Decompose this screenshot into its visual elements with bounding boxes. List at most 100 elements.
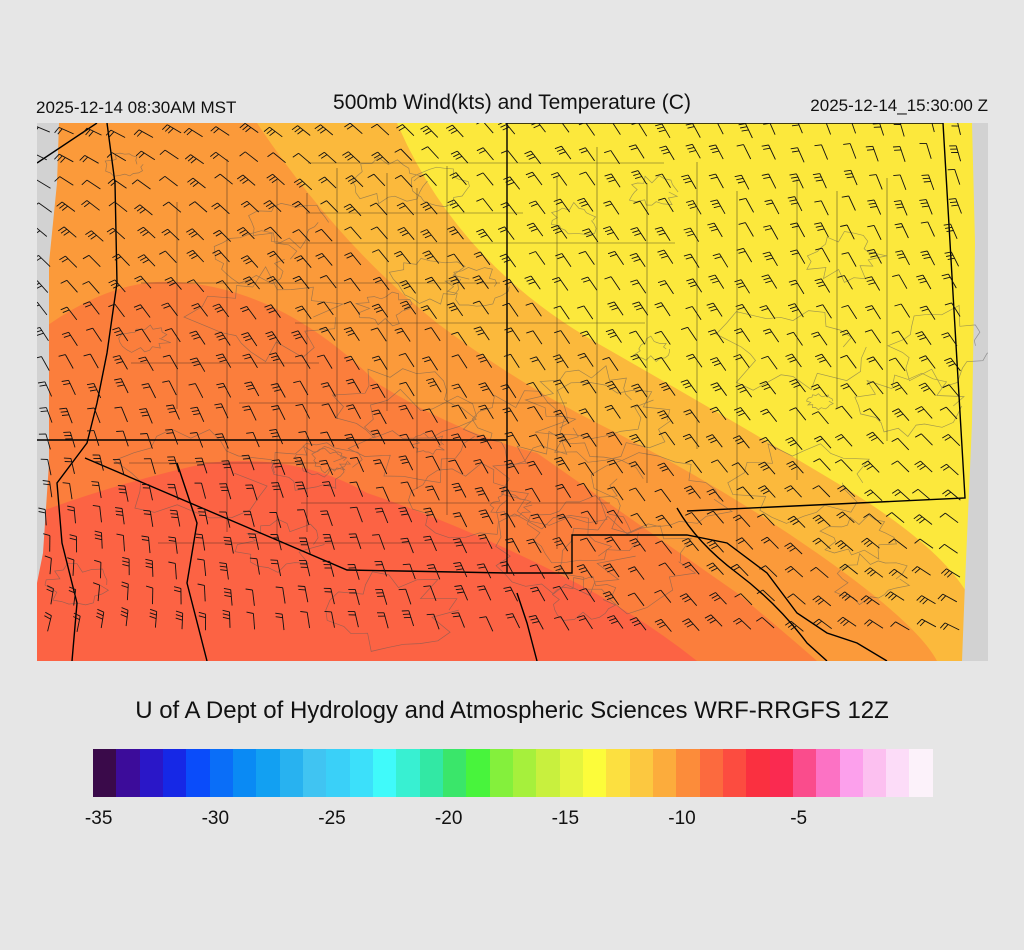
wind-barb — [343, 277, 361, 292]
colorbar-swatch — [256, 749, 280, 797]
wind-barb — [816, 304, 832, 319]
wind-barb — [500, 512, 516, 528]
wind-barb — [370, 429, 386, 445]
wind-barb — [918, 382, 936, 396]
forecast-map — [37, 123, 988, 661]
wind-barb — [243, 510, 255, 527]
wind-barb — [607, 250, 624, 265]
wind-barb — [263, 200, 282, 213]
wind-barb — [914, 433, 933, 446]
wind-barb — [112, 253, 130, 267]
wind-barb — [866, 248, 882, 264]
contour-line — [632, 335, 670, 362]
wind-barb — [37, 280, 49, 293]
wind-barb — [105, 129, 126, 138]
wind-barb — [524, 150, 542, 165]
wind-barb — [295, 305, 312, 320]
wind-barb — [812, 173, 827, 189]
wind-barb — [919, 199, 933, 215]
contour-line — [806, 393, 834, 411]
wind-barb — [79, 155, 99, 164]
wind-barb — [184, 154, 204, 165]
wind-barb — [527, 406, 544, 421]
wind-barb — [347, 564, 360, 580]
wind-barb — [215, 353, 232, 368]
contour-line — [833, 552, 911, 606]
wind-barb — [814, 144, 829, 160]
wind-barb — [451, 482, 467, 498]
contour-line — [495, 513, 636, 596]
wind-barb — [476, 198, 494, 212]
coastline-gulf — [176, 462, 208, 661]
wind-barb — [679, 593, 698, 606]
wind-barb — [576, 564, 593, 579]
wind-barb — [789, 378, 806, 393]
wind-barb — [894, 303, 911, 318]
wind-barb — [420, 229, 438, 243]
wind-barb — [248, 533, 260, 550]
wind-barb — [142, 483, 153, 501]
wind-barb — [579, 171, 596, 186]
wind-barb — [396, 124, 415, 137]
wind-barb — [212, 249, 230, 263]
wind-barb — [63, 431, 76, 448]
wind-barb — [631, 170, 647, 185]
wind-barb — [892, 274, 908, 289]
contour-line — [854, 372, 965, 438]
wind-barb — [912, 488, 931, 501]
wind-barb — [446, 302, 464, 317]
wind-barb — [134, 275, 152, 289]
wind-barb — [943, 223, 958, 239]
wind-barb — [810, 566, 829, 579]
wind-barb — [73, 612, 81, 632]
wind-barb — [91, 481, 102, 499]
valid-time-local: 2025-12-14 08:30AM MST — [36, 98, 237, 117]
wind-barb — [131, 179, 151, 190]
wind-barb — [836, 511, 855, 524]
wind-barb — [37, 227, 48, 237]
wind-barb — [685, 306, 702, 321]
wind-barb — [944, 357, 961, 372]
wind-barb — [760, 536, 779, 549]
wind-barb — [473, 251, 491, 266]
wind-barb — [197, 558, 207, 577]
colorbar-swatch — [372, 749, 397, 797]
wind-barb — [789, 173, 804, 189]
wind-barb — [320, 382, 336, 397]
wind-barb — [292, 152, 312, 165]
map-canvas — [37, 123, 988, 661]
state-boundaries — [37, 123, 966, 661]
wind-barb — [706, 539, 724, 553]
coastline-sonora — [516, 592, 538, 661]
colorbar-swatch — [909, 749, 933, 797]
temp-band-warmest — [37, 461, 697, 661]
wind-barb — [222, 609, 231, 628]
wind-barb — [269, 512, 282, 529]
wind-barb — [394, 174, 413, 188]
wind-barb — [159, 175, 178, 187]
wind-barb — [604, 404, 621, 419]
wind-barb — [706, 302, 723, 317]
wind-barb — [236, 227, 255, 240]
wind-barb — [499, 253, 517, 268]
wind-barb — [159, 250, 177, 264]
wind-barb — [422, 408, 438, 423]
wind-barb — [835, 405, 853, 419]
wind-barb — [269, 352, 285, 367]
wind-barb — [245, 484, 258, 501]
wind-barb — [834, 459, 853, 472]
wind-barb — [655, 173, 671, 188]
wind-barb — [476, 228, 493, 243]
wind-barb — [292, 229, 311, 242]
wind-barb — [242, 276, 260, 290]
wind-barb — [657, 462, 675, 477]
wind-barb — [120, 607, 129, 627]
wind-barb — [654, 302, 671, 317]
wind-barb — [426, 378, 442, 393]
wind-barb — [658, 562, 676, 576]
wind-barb — [85, 230, 104, 242]
wind-barb — [784, 542, 803, 555]
wind-barb — [681, 174, 697, 190]
wind-barb — [106, 227, 126, 240]
wind-barb — [785, 353, 802, 368]
